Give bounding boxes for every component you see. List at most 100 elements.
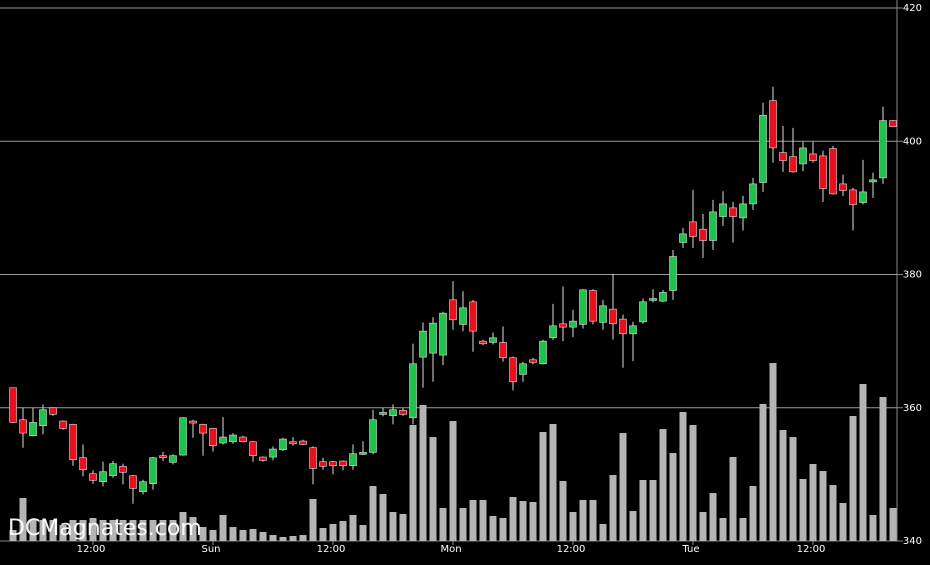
volume-bar bbox=[649, 480, 657, 541]
candle-body bbox=[409, 363, 417, 419]
volume-bar bbox=[799, 479, 807, 541]
volume-bar bbox=[539, 432, 547, 541]
volume-bar bbox=[629, 511, 637, 541]
volume-bar bbox=[739, 518, 747, 541]
candle-body bbox=[439, 312, 447, 356]
volume-bar bbox=[359, 525, 367, 541]
volume-bar bbox=[119, 520, 127, 541]
volume-bar bbox=[329, 524, 337, 541]
candle-body bbox=[749, 183, 757, 205]
candle-body bbox=[319, 461, 327, 467]
candle-body bbox=[429, 322, 437, 354]
volume-bar bbox=[289, 536, 297, 541]
volume-bar bbox=[839, 503, 847, 541]
volume-bar bbox=[189, 517, 197, 541]
volume-bar bbox=[499, 518, 507, 541]
volume-bar bbox=[789, 437, 797, 541]
volume-bar bbox=[99, 520, 107, 541]
candle-body bbox=[79, 457, 87, 471]
candle-body bbox=[179, 417, 187, 456]
candle-body bbox=[529, 359, 537, 363]
candle-body bbox=[839, 183, 847, 191]
candle-body bbox=[109, 463, 117, 477]
candle-body bbox=[869, 179, 877, 183]
volume-bar bbox=[709, 493, 717, 541]
candle-body bbox=[49, 407, 57, 415]
volume-bar bbox=[519, 501, 527, 541]
x-tick-label: 12:00 bbox=[77, 544, 106, 555]
y-tick-label: 340 bbox=[903, 536, 922, 547]
volume-bar bbox=[379, 494, 387, 541]
x-tick-label: Sun bbox=[201, 544, 220, 555]
candle-body bbox=[889, 120, 897, 127]
volume-bar bbox=[309, 499, 317, 541]
candle-body bbox=[569, 320, 577, 328]
volume-bar bbox=[779, 430, 787, 541]
volume-bar bbox=[429, 437, 437, 541]
candle-body bbox=[799, 147, 807, 165]
volume-bar bbox=[389, 512, 397, 541]
volume-bar bbox=[49, 520, 57, 541]
candle-body bbox=[199, 424, 207, 434]
volume-bar bbox=[509, 497, 517, 541]
volume-bar bbox=[489, 516, 497, 541]
volume-bar bbox=[79, 520, 87, 541]
volume-bar bbox=[549, 424, 557, 541]
candle-body bbox=[499, 342, 507, 359]
y-tick-label: 380 bbox=[903, 270, 922, 281]
candle-body bbox=[579, 289, 587, 325]
volume-bar bbox=[729, 457, 737, 541]
volume-bar bbox=[559, 481, 567, 541]
volume-bar bbox=[679, 412, 687, 541]
volume-bar bbox=[149, 520, 157, 541]
candle-body bbox=[169, 455, 177, 463]
watermark: DCMagnates.com bbox=[8, 516, 202, 541]
candle-body bbox=[399, 410, 407, 415]
candle-body bbox=[289, 441, 297, 445]
volume-bar bbox=[669, 453, 677, 541]
candle-body bbox=[299, 440, 307, 445]
volume-bar bbox=[609, 475, 617, 541]
candle-body bbox=[419, 330, 427, 358]
candle-body bbox=[669, 256, 677, 291]
volume-bar bbox=[419, 405, 427, 541]
volume-bar bbox=[819, 471, 827, 541]
volume-bar bbox=[809, 464, 817, 541]
x-tick-label: 12:00 bbox=[797, 544, 826, 555]
x-tick-label: 12:00 bbox=[317, 544, 346, 555]
volume-bar bbox=[579, 500, 587, 541]
y-tick-label: 400 bbox=[903, 136, 922, 147]
volume-bar bbox=[369, 486, 377, 541]
candle-body bbox=[819, 155, 827, 189]
volume-bar bbox=[39, 520, 47, 541]
candle-body bbox=[249, 441, 257, 457]
candle-body bbox=[449, 299, 457, 321]
candle-body bbox=[649, 298, 657, 301]
candle-body bbox=[729, 207, 737, 217]
candle-body bbox=[679, 233, 687, 243]
volume-bar bbox=[69, 520, 77, 541]
candle-body bbox=[89, 473, 97, 481]
candle-body bbox=[769, 100, 777, 149]
candle-body bbox=[589, 290, 597, 322]
volume-bar bbox=[159, 520, 167, 541]
candle-body bbox=[119, 466, 127, 473]
volume-bar bbox=[29, 520, 37, 541]
volume-bar bbox=[849, 416, 857, 541]
volume-bar bbox=[219, 515, 227, 541]
volume-bar bbox=[699, 512, 707, 541]
volume-bar bbox=[109, 520, 117, 541]
candle-body bbox=[829, 148, 837, 195]
candle-body bbox=[469, 301, 477, 332]
volume-bar bbox=[829, 485, 837, 541]
volume-bar bbox=[339, 521, 347, 541]
volume-bar bbox=[259, 532, 267, 541]
candle-body bbox=[779, 152, 787, 161]
volume-bar bbox=[569, 512, 577, 541]
volume-bar bbox=[889, 508, 897, 541]
candle-body bbox=[629, 325, 637, 335]
candle-body bbox=[509, 357, 517, 383]
candle-body bbox=[709, 211, 717, 241]
candle-body bbox=[159, 455, 167, 459]
